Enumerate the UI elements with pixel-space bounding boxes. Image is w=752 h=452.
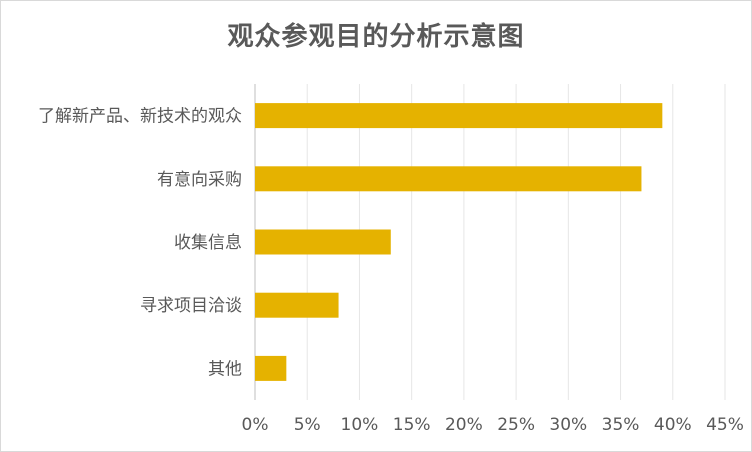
x-tick-label: 30% <box>549 415 587 435</box>
x-tick-label: 35% <box>602 415 640 435</box>
x-tick-label: 45% <box>706 415 744 435</box>
bar <box>255 355 287 381</box>
category-label: 其他 <box>208 359 242 379</box>
bar <box>255 103 663 129</box>
chart-title: 观众参观目的分析示意图 <box>227 22 525 52</box>
x-tick-label: 15% <box>393 415 431 435</box>
category-label: 了解新产品、新技术的观众 <box>38 107 242 127</box>
x-tick-label: 10% <box>341 415 379 435</box>
category-label: 收集信息 <box>174 233 242 253</box>
x-tick-label: 20% <box>445 415 483 435</box>
bar <box>255 229 391 255</box>
bar <box>255 292 339 318</box>
bar <box>255 166 642 192</box>
bars <box>255 103 663 381</box>
x-tick-label: 0% <box>242 415 269 435</box>
category-label: 寻求项目洽谈 <box>140 296 242 316</box>
x-tick-label: 40% <box>654 415 692 435</box>
x-tick-label: 5% <box>294 415 321 435</box>
category-label: 有意向采购 <box>157 170 242 190</box>
x-axis-tick-labels: 0% 5% 10% 15% 20% 25% 30% 35% 40% 45% <box>242 415 744 435</box>
x-tick-label: 25% <box>497 415 535 435</box>
